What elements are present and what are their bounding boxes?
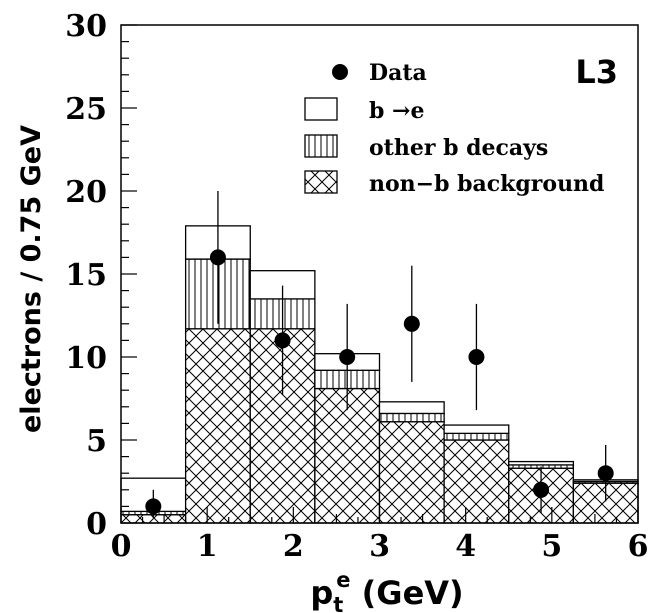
y-tick-label: 25 (65, 92, 107, 127)
data-point (468, 349, 485, 365)
legend-label: non−b background (369, 171, 604, 197)
legend-label: Data (369, 60, 427, 86)
legend-swatch (304, 97, 338, 121)
y-tick-label: 0 (86, 507, 107, 542)
legend-label: b →e (369, 98, 424, 124)
b-to-e-bar (508, 460, 575, 466)
plot-area (120, 191, 639, 524)
x-tick-label: 3 (369, 529, 390, 564)
x-tick-label: 1 (197, 529, 218, 564)
legend-swatch (304, 170, 338, 194)
experiment-label: L3 (575, 53, 618, 91)
data-point (403, 315, 420, 332)
x-tick-label: 0 (111, 529, 132, 564)
background-bar (378, 421, 445, 524)
y-tick-label: 10 (65, 341, 107, 376)
x-tick-label: 4 (455, 529, 476, 564)
x-axis-title: pte (GeV) (310, 568, 463, 613)
legend-marker-data (332, 64, 348, 80)
legend: Data b →e other b decays non−b background (304, 60, 604, 197)
x-tick-label: 5 (541, 529, 562, 564)
data-point (209, 249, 226, 266)
axes: 0 1 2 3 4 5 6 0 5 10 15 20 25 30 electrons / 0.75 GeV p… (16, 9, 648, 613)
b-to-e-bar (443, 424, 510, 435)
data-point (533, 481, 550, 498)
legend-label: other b decays (369, 135, 548, 161)
y-axis-title: electrons / 0.75 GeV (16, 125, 47, 433)
x-tick-label: 6 (628, 529, 649, 564)
legend-swatch (304, 134, 338, 158)
background-bar (314, 387, 381, 524)
y-tick-label: 15 (65, 258, 107, 293)
data-point (274, 332, 291, 349)
y-tick-label: 20 (65, 175, 107, 210)
other-b-bar (378, 412, 445, 423)
y-tick-label: 30 (65, 9, 107, 44)
data-point (339, 349, 356, 365)
data-point (145, 498, 162, 515)
data-point (597, 465, 614, 482)
y-tick-label: 5 (86, 424, 107, 459)
background-bar (443, 439, 510, 524)
other-b-bar (443, 432, 510, 441)
b-to-e-bar (378, 401, 445, 415)
x-tick-label: 2 (283, 529, 304, 564)
background-bar (184, 328, 251, 524)
